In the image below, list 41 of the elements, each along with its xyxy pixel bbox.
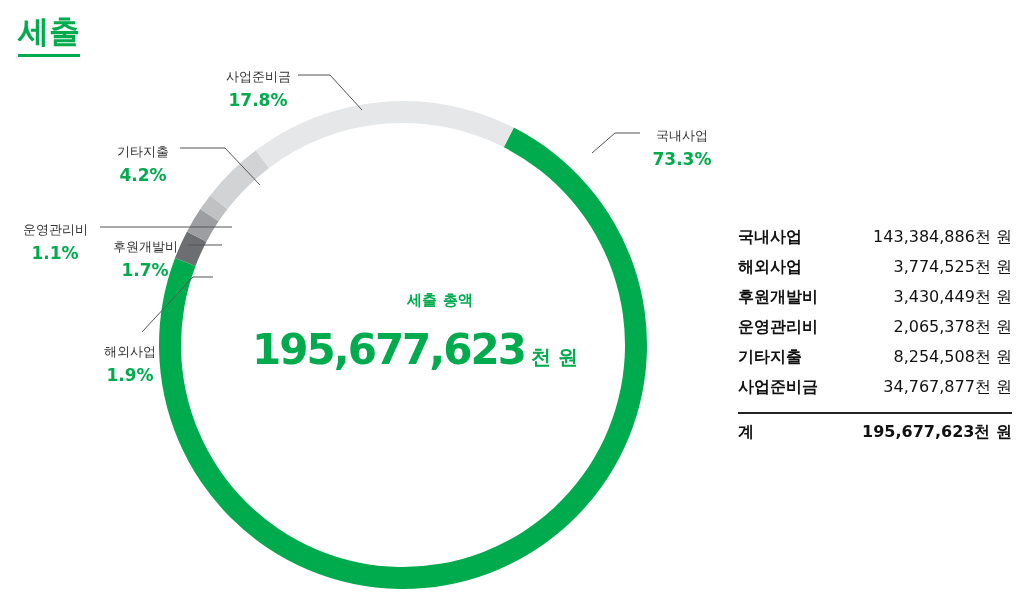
text: 8,254,508: [893, 346, 975, 366]
slice-label: 기타지출: [117, 144, 169, 159]
text: 천 원: [974, 316, 1012, 336]
slice-label: 운영관리비: [22, 222, 88, 237]
donut-slice: [210, 150, 270, 209]
text: 3,774,525: [893, 256, 975, 276]
category-label: 해외사업: [738, 256, 802, 276]
data-label: 1.9%: [106, 365, 154, 385]
text: 195,677,623: [862, 422, 975, 441]
data-label: 1.7%: [121, 260, 169, 280]
data-label: 1.1%: [31, 243, 79, 263]
slice-label: 사업준비금: [225, 69, 291, 84]
slice-label: 국내사업: [656, 128, 708, 143]
slice-label: 해외사업: [104, 344, 156, 359]
category-label: 기타지출: [738, 346, 802, 366]
text: 천 원: [974, 346, 1012, 366]
text: 계: [738, 422, 754, 443]
text: 3,430,449: [893, 286, 975, 306]
category-label: 사업준비금: [738, 376, 818, 396]
text: 195,677,623: [252, 325, 525, 374]
chart-title: 세출: [18, 12, 80, 57]
text: 세출 총액: [406, 291, 473, 309]
data-label: 4.2%: [119, 165, 167, 185]
donut-slice: [175, 231, 207, 266]
text: 34,767,877: [883, 376, 975, 396]
text: 천 원: [974, 376, 1012, 396]
text: 천 원: [974, 286, 1012, 306]
category-label: 운영관리비: [738, 316, 818, 336]
text: 2,065,378: [893, 316, 975, 336]
slice-label: 후원개발비: [112, 239, 178, 254]
text: 천 원: [530, 345, 578, 369]
donut-slice: [200, 195, 228, 222]
text: 천 원: [974, 226, 1012, 246]
data-label: 73.3%: [652, 149, 712, 169]
slice-label: 국내사업: [738, 226, 802, 248]
donut-slice: [187, 209, 219, 242]
category-label: 후원개발비: [738, 286, 818, 306]
text: 천 원: [974, 422, 1012, 441]
text: 천 원: [974, 256, 1012, 276]
text: 143,384,886: [873, 226, 975, 246]
data-label: 17.8%: [228, 90, 288, 110]
